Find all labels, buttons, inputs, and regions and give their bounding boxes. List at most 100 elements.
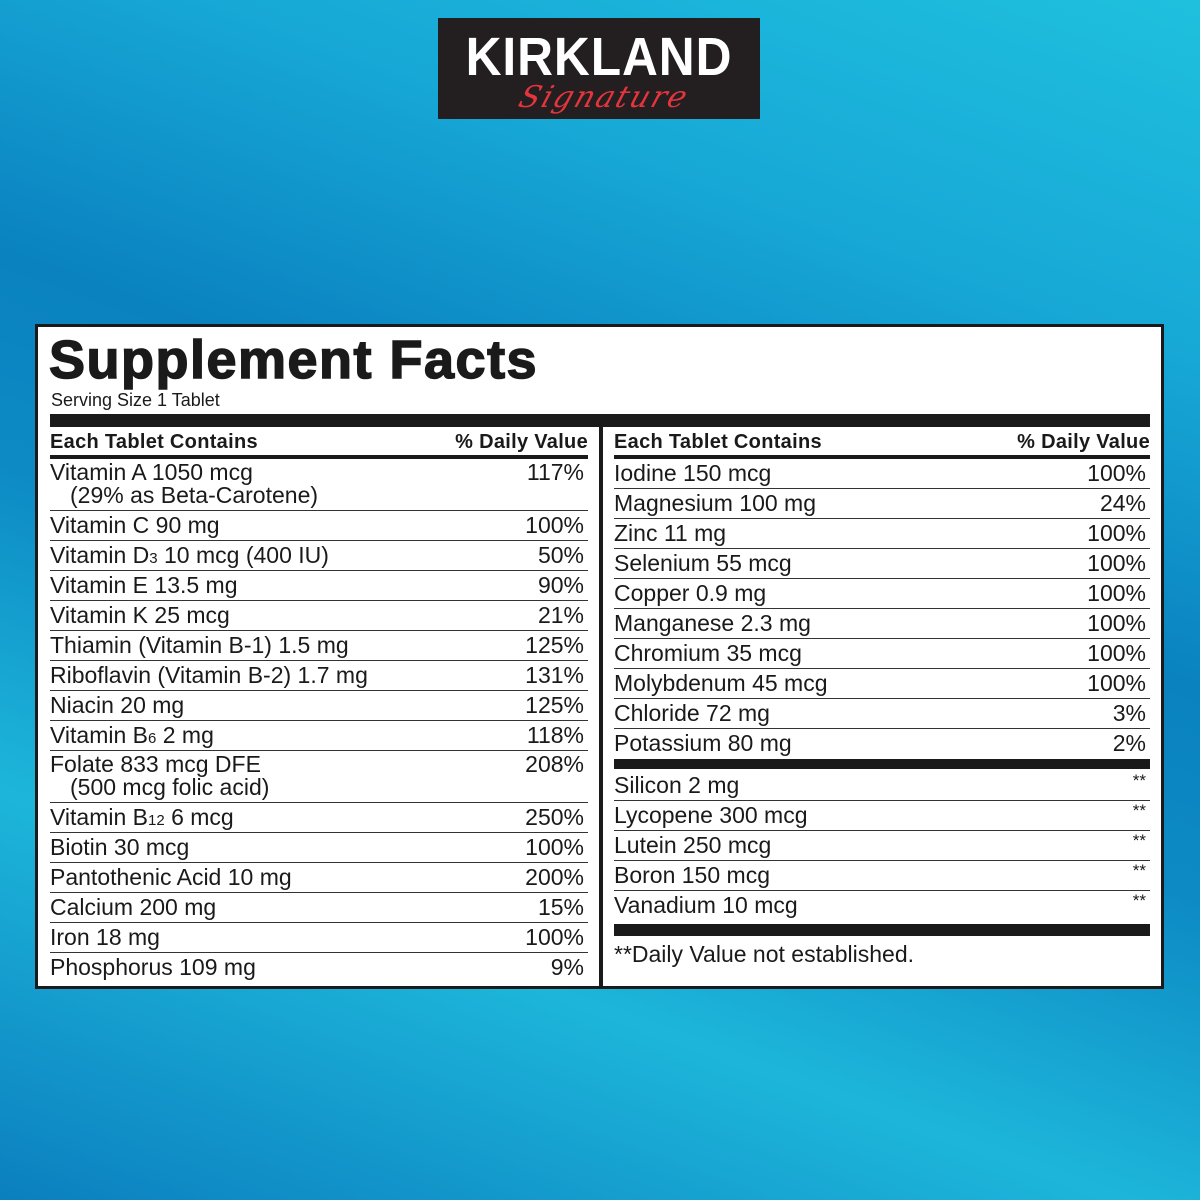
- daily-value: 131%: [525, 662, 584, 688]
- table-row: Vitamin B6 2 mg 118%: [50, 721, 588, 751]
- table-row: Chromium 35 mcg 100%: [614, 639, 1150, 669]
- table-row: Boron 150 mcg **: [614, 861, 1150, 891]
- table-row: Lycopene 300 mcg **: [614, 801, 1150, 831]
- nutrient-label: Vitamin B: [50, 804, 149, 830]
- nutrient-name: Lutein 250 mcg: [614, 831, 771, 860]
- nutrient-subscript: 6: [148, 730, 157, 747]
- nutrient-label: Niacin 20 mg: [50, 692, 185, 718]
- nutrient-subscript: 3: [149, 550, 158, 567]
- nutrient-label: Vitamin E 13.5 mg: [50, 572, 238, 598]
- nutrient-note: (500 mcg folic acid): [70, 774, 270, 800]
- table-row: Vanadium 10 mcg **: [614, 891, 1150, 920]
- nutrient-label: Chromium 35 mcg: [614, 640, 802, 666]
- table-row: Vitamin D3 10 mcg (400 IU) 50%: [50, 541, 588, 571]
- nutrient-note: (29% as Beta-Carotene): [70, 482, 319, 508]
- nutrient-amount: 10 mcg (400 IU): [157, 542, 329, 568]
- nutrient-name: Molybdenum 45 mcg: [614, 669, 828, 698]
- table-row: Vitamin E 13.5 mg 90%: [50, 571, 588, 601]
- nutrient-label: Lycopene 300 mcg: [614, 802, 808, 828]
- nutrient-label: Lutein 250 mcg: [614, 832, 772, 858]
- nutrient-label: Vitamin K 25 mcg: [50, 602, 230, 628]
- daily-value: 100%: [1087, 520, 1146, 546]
- daily-value: 3%: [1112, 700, 1146, 726]
- nutrient-label: Vanadium 10 mcg: [614, 892, 798, 918]
- daily-value: 100%: [525, 834, 584, 860]
- daily-value: 118%: [526, 722, 584, 748]
- nutrient-label: Pantothenic Acid 10 mg: [50, 864, 292, 890]
- nutrient-name: Vitamin E 13.5 mg: [50, 571, 238, 600]
- header-dv: % Daily Value: [1017, 431, 1150, 453]
- nutrient-name: Niacin 20 mg: [50, 691, 184, 720]
- daily-value: 24%: [1099, 490, 1146, 516]
- nutrient-name: Selenium 55 mcg: [614, 549, 792, 578]
- table-row: Phosphorus 109 mg 9%: [50, 953, 588, 982]
- nutrient-name: Iodine 150 mcg: [614, 459, 771, 488]
- column-header: Each Tablet Contains % Daily Value: [614, 427, 1150, 459]
- table-row: Zinc 11 mg 100%: [614, 519, 1150, 549]
- nutrient-subscript: 12: [148, 812, 165, 829]
- table-row: Iron 18 mg 100%: [50, 923, 588, 953]
- table-row: Niacin 20 mg 125%: [50, 691, 588, 721]
- daily-value: 117%: [526, 459, 584, 485]
- nutrient-name: Vitamin A 1050 mcg (29% as Beta-Carotene): [50, 461, 318, 510]
- nutrient-label: Vitamin D: [50, 542, 150, 568]
- nutrient-name: Manganese 2.3 mg: [614, 609, 811, 638]
- daily-value: 90%: [537, 572, 584, 598]
- daily-value: 9%: [550, 954, 584, 980]
- table-row: Manganese 2.3 mg 100%: [614, 609, 1150, 639]
- table-row: Iodine 150 mcg 100%: [614, 459, 1150, 489]
- nutrient-amount: 6 mcg: [164, 804, 234, 830]
- column-divider: [599, 427, 603, 986]
- nutrient-name: Vitamin D3 10 mcg (400 IU): [50, 541, 329, 570]
- daily-value: 250%: [525, 804, 584, 830]
- logo-brand: KIRKLAND: [465, 27, 733, 87]
- daily-value: 100%: [525, 512, 584, 538]
- divider-bar: [50, 414, 1150, 427]
- nutrient-name: Iron 18 mg: [50, 923, 160, 952]
- nutrient-label: Iron 18 mg: [50, 924, 160, 950]
- table-row: Pantothenic Acid 10 mg 200%: [50, 863, 588, 893]
- nutrient-label: Biotin 30 mcg: [50, 834, 190, 860]
- table-row: Calcium 200 mg 15%: [50, 893, 588, 923]
- nutrient-label: Thiamin (Vitamin B-1) 1.5 mg: [50, 632, 349, 658]
- nutrient-name: Copper 0.9 mg: [614, 579, 766, 608]
- table-row: Vitamin K 25 mcg 21%: [50, 601, 588, 631]
- daily-value: **: [1132, 861, 1146, 880]
- nutrient-label: Vitamin C 90 mg: [50, 512, 220, 538]
- nutrient-name: Potassium 80 mg: [614, 729, 792, 758]
- kirkland-signature-logo: KIRKLAND Signature: [438, 18, 760, 119]
- nutrient-label: Zinc 11 mg: [614, 520, 727, 546]
- nutrient-label: Calcium 200 mg: [50, 894, 217, 920]
- nutrient-label: Potassium 80 mg: [614, 730, 792, 756]
- header-dv: % Daily Value: [455, 431, 588, 453]
- daily-value: 2%: [1112, 730, 1146, 756]
- daily-value: 100%: [525, 924, 584, 950]
- nutrient-name: Phosphorus 109 mg: [50, 953, 256, 982]
- daily-value: 21%: [537, 602, 584, 628]
- daily-value: 125%: [525, 692, 584, 718]
- nutrient-amount: 2 mg: [156, 722, 214, 748]
- table-row: Molybdenum 45 mcg 100%: [614, 669, 1150, 699]
- left-column: Each Tablet Contains % Daily Value Vitam…: [50, 427, 588, 982]
- divider-bar: [614, 924, 1150, 936]
- divider-bar: [614, 759, 1150, 769]
- daily-value: 100%: [1087, 640, 1146, 666]
- header-name: Each Tablet Contains: [50, 431, 258, 453]
- nutrient-name: Silicon 2 mg: [614, 771, 739, 800]
- table-row: Selenium 55 mcg 100%: [614, 549, 1150, 579]
- nutrient-name: Vitamin K 25 mcg: [50, 601, 230, 630]
- nutrient-name: Chloride 72 mg: [614, 699, 770, 728]
- table-row: Silicon 2 mg **: [614, 771, 1150, 801]
- footnote: **Daily Value not established.: [614, 941, 915, 967]
- nutrient-label: Silicon 2 mg: [614, 772, 740, 798]
- column-header: Each Tablet Contains % Daily Value: [50, 427, 588, 459]
- table-row: Vitamin C 90 mg 100%: [50, 511, 588, 541]
- nutrient-name: Zinc 11 mg: [614, 519, 726, 548]
- nutrient-label: Riboflavin (Vitamin B-2) 1.7 mg: [50, 662, 368, 688]
- nutrient-name: Vitamin C 90 mg: [50, 511, 220, 540]
- daily-value: 208%: [525, 751, 584, 777]
- table-row: Riboflavin (Vitamin B-2) 1.7 mg 131%: [50, 661, 588, 691]
- table-row: Lutein 250 mcg **: [614, 831, 1150, 861]
- nutrient-name: Vitamin B6 2 mg: [50, 721, 214, 750]
- nutrient-label: Chloride 72 mg: [614, 700, 770, 726]
